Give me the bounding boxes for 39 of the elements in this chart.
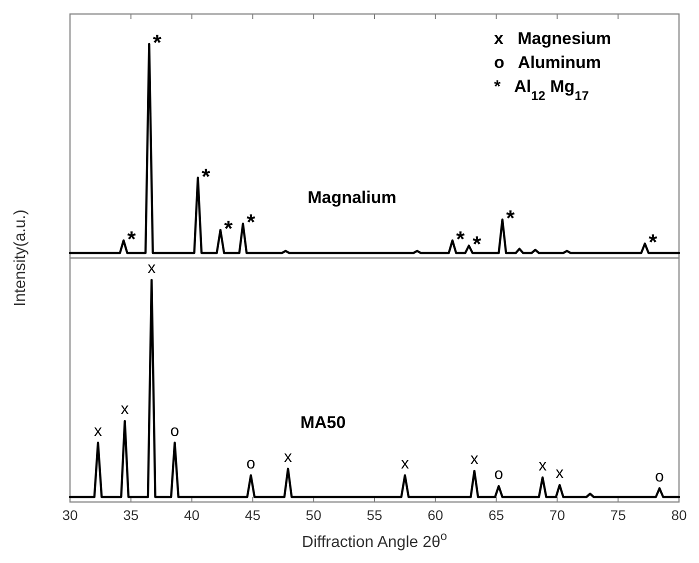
annotation: * Al$_{12}$ Mg$_{17}$ [494,77,589,102]
annotation: * [224,216,234,242]
annotation: x [400,455,409,472]
x-tick-label: 60 [428,507,444,523]
annotation: o [170,422,180,440]
annotation: x [470,450,478,468]
x-tick-label: 35 [123,507,139,523]
x-tick-label: 50 [306,507,322,523]
y-axis-title: Intensity(a.u.) [12,210,29,306]
annotation: x Magnesium [494,29,612,48]
x-tick-label: 65 [488,507,504,523]
annotation: x [120,401,129,418]
annotation: Magnalium [308,188,396,207]
x-tick-label: 45 [244,507,261,523]
annotation: * [506,206,516,231]
annotation: * [246,210,256,235]
annotation: * [152,30,162,55]
annotation: x [284,448,292,466]
x-tick-label: 75 [610,507,626,523]
annotation: o [494,466,504,484]
annotation: * [127,226,136,252]
annotation: o [655,468,664,486]
annotation: o [246,455,256,472]
annotation: * [648,230,658,255]
annotation: x [148,260,156,277]
x-tick-label: 70 [549,507,566,523]
x-tick-label: 55 [366,507,382,523]
x-tick-label: 40 [184,507,200,523]
annotation: o Aluminum [494,53,602,72]
x-tick-label: 30 [62,507,78,523]
annotation: x [94,422,102,440]
x-axis-title: Diffraction Angle 2θ$^{o}$ [302,529,448,551]
annotation: * [456,226,466,252]
annotation: MA50 [300,413,346,432]
annotation: * [202,164,211,189]
annotation: * [472,232,482,257]
annotation: x [556,465,564,482]
annotation: x [538,457,547,474]
x-tick-label: 80 [671,507,687,523]
